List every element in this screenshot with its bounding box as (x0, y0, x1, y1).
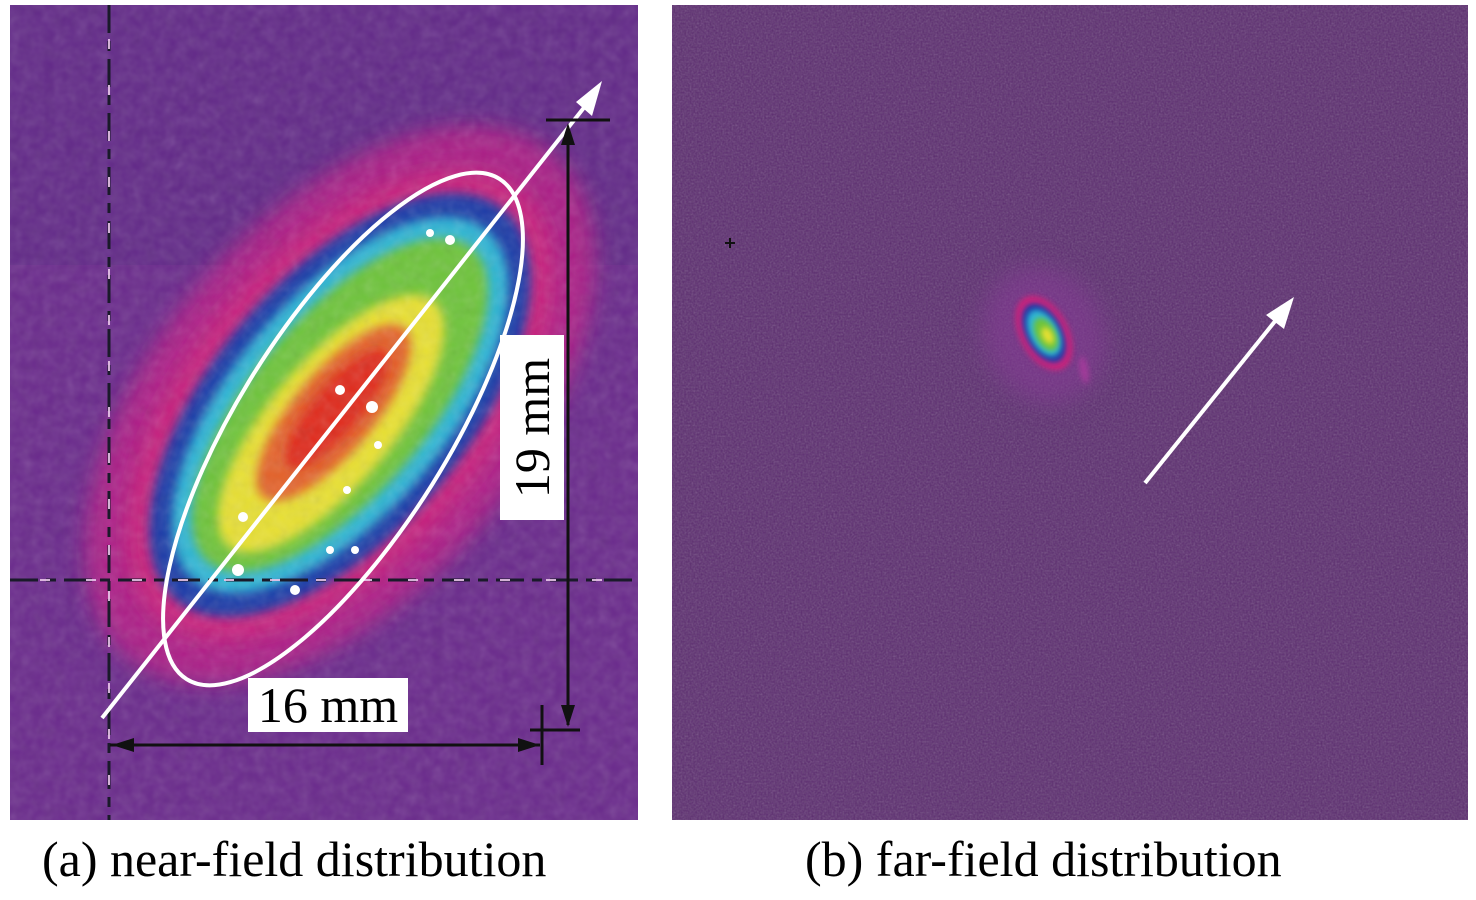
dimension-arrowheads (112, 123, 575, 752)
orientation-arrow (100, 98, 592, 720)
height-dimension-label: 19 mm (504, 357, 560, 498)
near-field-image: 16 mm 19 mm (10, 5, 638, 820)
caption-near-field: (a) near-field distribution (42, 831, 547, 887)
far-field-spot (1015, 295, 1073, 371)
dimension-lines (110, 118, 610, 765)
orientation-arrow-head (576, 81, 602, 116)
height-dimension-label-box: 19 mm (500, 335, 564, 520)
far-field-plot (672, 5, 1468, 820)
caption-far-field: (b) far-field distribution (805, 831, 1282, 887)
far-field-arrow-head (1266, 297, 1294, 329)
far-field-orientation-arrow (1143, 318, 1278, 485)
crosshair-marker (725, 238, 735, 248)
hot-spots (232, 229, 455, 595)
far-field-image (672, 5, 1468, 820)
beam-outline-ellipse (161, 170, 525, 688)
width-dimension-label: 16 mm (248, 678, 408, 732)
